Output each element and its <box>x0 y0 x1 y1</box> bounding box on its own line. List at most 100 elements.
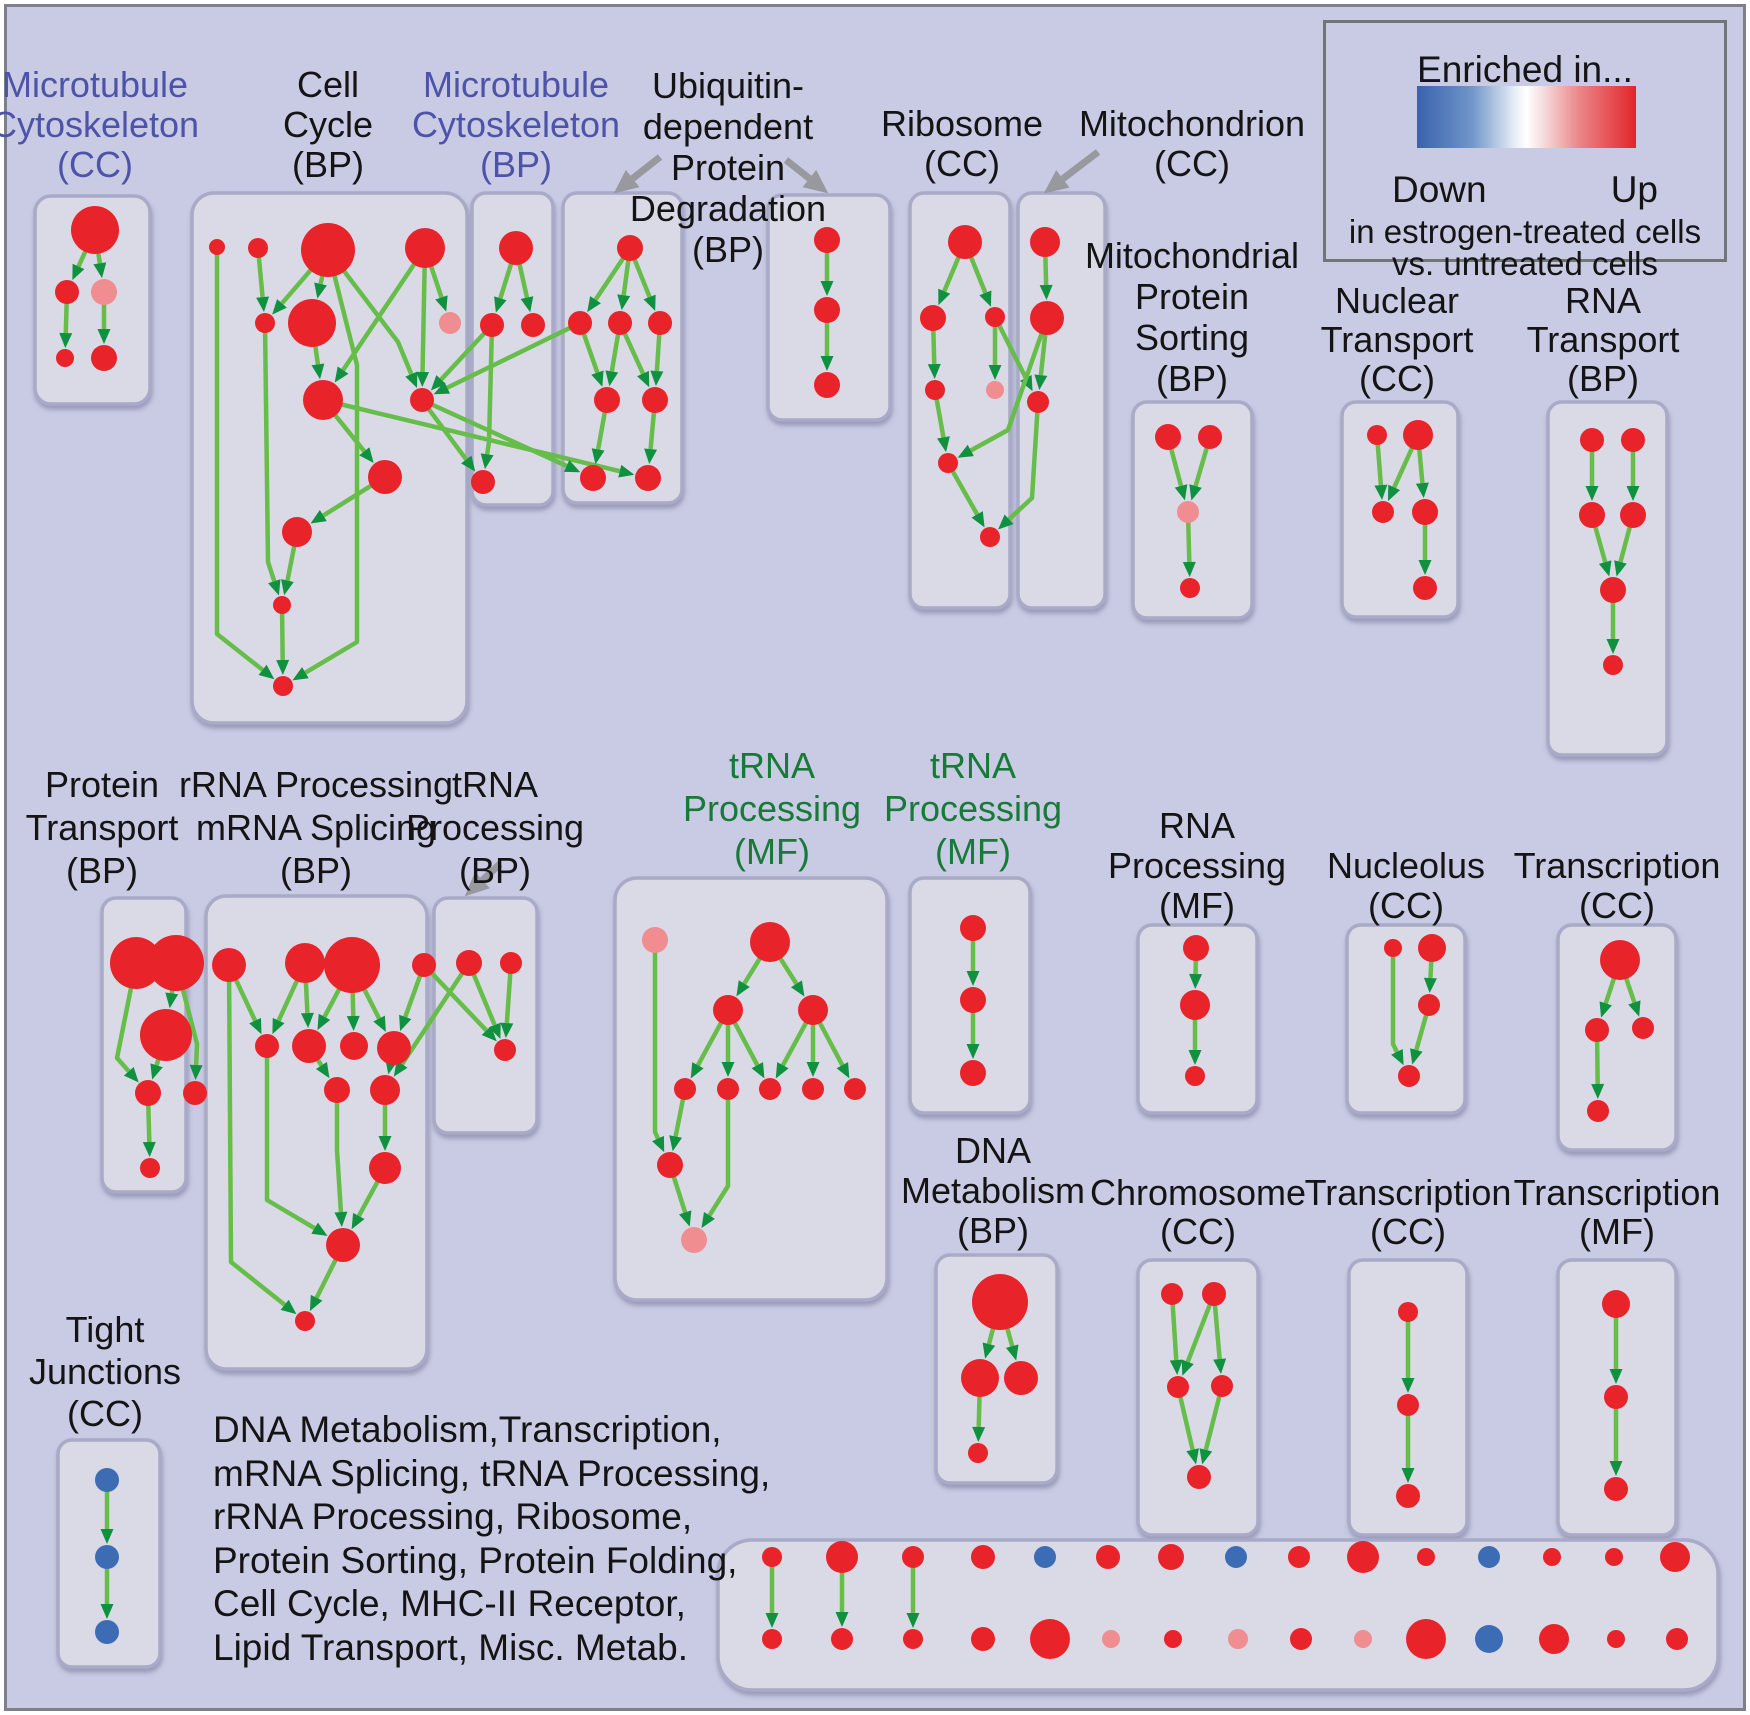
group-label-cell-cycle-bp: Cell <box>297 64 359 105</box>
edge-cc6-cc8-head <box>311 363 325 380</box>
go-term-node-w3 <box>1579 502 1605 528</box>
edge-cc12-cc13-head <box>281 579 294 596</box>
go-term-node-j1 <box>1384 939 1402 957</box>
group-label-tight-junctions-cc: Tight <box>66 1309 145 1350</box>
edge-o2-o3-head <box>1034 374 1048 391</box>
go-term-node-cc10 <box>368 460 402 494</box>
edge-g3-g6-head <box>721 1062 735 1077</box>
group-label-mitochondrial-protein-sorting-bp: Sorting <box>1135 317 1249 358</box>
group-box-chromosome-cc <box>1136 1258 1260 1537</box>
edge-o3-r7-head <box>998 514 1014 530</box>
group-label-microtubule-cytoskeleton-cc: Microtubule <box>2 64 188 105</box>
go-term-node-i3 <box>1185 1066 1205 1086</box>
edge-mc2-mc4-head <box>59 332 73 349</box>
go-term-node-d2 <box>961 1359 999 1397</box>
edge-j1-j4-head <box>1391 1048 1404 1066</box>
go-term-node-cc1 <box>209 239 225 255</box>
go-term-node-cc14 <box>273 676 293 696</box>
edge-r2-r4-head <box>927 363 941 380</box>
legend-subtitle-2: vs. untreated cells <box>1392 245 1658 282</box>
go-term-node-v1 <box>814 227 840 253</box>
edge-q10-q11-head <box>309 1294 323 1312</box>
edge-g4-g8-head <box>806 1062 820 1077</box>
legend-title: Enriched in... <box>1417 49 1633 90</box>
go-term-node-cc8 <box>303 380 343 420</box>
edge-u1-u4-head <box>643 294 656 311</box>
go-term-node-h2 <box>960 987 986 1013</box>
group-label-rrna-processing-mrna-splicing-bp: rRNA Processing <box>179 764 453 805</box>
edge-t1-q13 <box>400 961 471 1066</box>
go-term-node-tj2 <box>95 1545 119 1569</box>
edge-w1-w3-head <box>1585 486 1599 501</box>
go-term-node-cc12 <box>282 517 312 547</box>
edge-s1-s3-head <box>1174 484 1188 501</box>
go-term-node-i1 <box>1183 935 1209 961</box>
group-label-chromosome-cc: Chromosome <box>1090 1172 1306 1213</box>
group-box-nucleolus-cc <box>1345 923 1467 1115</box>
edge-i1-i2-head <box>1189 973 1203 990</box>
go-term-node-t2 <box>500 952 522 974</box>
label-pointer-arrow-0 <box>630 154 663 182</box>
go-term-node-tj1 <box>95 1468 119 1492</box>
annotation-line: mRNA Splicing, tRNA Processing, <box>213 1452 771 1494</box>
go-term-node-z2 <box>831 1628 853 1650</box>
group-label-rna-processing-mf: RNA <box>1159 805 1235 846</box>
go-term-node-z8 <box>1228 1629 1248 1649</box>
edge-e2-e3 <box>1185 1293 1217 1363</box>
go-term-node-cc6 <box>288 299 336 347</box>
go-term-node-f1 <box>1398 1302 1418 1322</box>
go-term-node-cc3 <box>301 223 355 277</box>
edge-e2-e3-head <box>1181 1359 1194 1376</box>
go-term-node-n5 <box>1413 576 1437 600</box>
go-term-node-j3 <box>1418 994 1440 1016</box>
edge-n1-n3-head <box>1374 484 1388 501</box>
go-term-node-r6 <box>938 453 958 473</box>
edge-g2-g4-head <box>790 980 805 997</box>
edge-mt1-mt2-head <box>494 296 507 313</box>
edge-mt2-cc9-head <box>430 375 446 391</box>
edge-k1-k2-head <box>1599 1001 1612 1018</box>
go-term-node-q13 <box>370 1075 400 1105</box>
edge-cc8-u8 <box>322 397 621 474</box>
go-term-node-d4 <box>968 1443 988 1463</box>
edge-cc3-cc9-head <box>405 371 418 388</box>
edge-tj1-tj2-head <box>100 1529 114 1544</box>
edge-j2-j3-head <box>1423 977 1437 994</box>
edge-q4-q8-head <box>399 1014 412 1032</box>
edge-p2-p5-head <box>189 1064 203 1081</box>
edge-cc4-cc8 <box>341 246 427 372</box>
edge-p3-p4-head <box>150 1063 163 1080</box>
group-label-mitochondrial-protein-sorting-bp: Protein <box>1135 276 1249 317</box>
group-label-nuclear-transport-cc: Nuclear <box>1335 280 1459 321</box>
go-term-node-mt4 <box>471 470 495 494</box>
group-label-cell-cycle-bp: (BP) <box>292 144 364 185</box>
edge-cc5-cc13 <box>262 322 277 582</box>
edge-l1-l2-head <box>1609 1369 1623 1384</box>
go-term-node-u1 <box>617 235 643 261</box>
legend-down-label: Down <box>1392 169 1487 210</box>
go-term-node-z3 <box>903 1629 923 1649</box>
go-term-node-j2 <box>1418 934 1446 962</box>
go-term-node-h1 <box>960 915 986 941</box>
edge-q12-q10 <box>334 1090 344 1213</box>
group-label-dna-metabolism-bp: Metabolism <box>901 1170 1085 1211</box>
go-term-node-a7 <box>1158 1544 1184 1570</box>
edge-w2-w4-head <box>1626 486 1640 501</box>
go-term-node-o1 <box>1030 227 1060 257</box>
edge-g3-g7-head <box>751 1062 765 1079</box>
group-label-trna-processing-mf-small: (MF) <box>935 831 1011 872</box>
edge-n2-n4-head <box>1415 482 1429 499</box>
edge-cc9-u7-head <box>563 460 581 473</box>
go-term-node-p4 <box>135 1080 161 1106</box>
edge-mt2-cc9 <box>439 323 494 382</box>
go-term-node-e4 <box>1211 1375 1233 1397</box>
go-term-node-q1 <box>212 948 246 982</box>
group-label-trna-processing-mf-large: (MF) <box>734 831 810 872</box>
go-term-node-r5 <box>986 381 1004 399</box>
go-term-node-cc7 <box>439 312 461 334</box>
edge-u3-u6-head <box>637 370 650 388</box>
edge-q1-q11-head <box>280 1299 297 1315</box>
go-term-node-r2 <box>920 305 946 331</box>
edge-q9-q10-head <box>351 1212 365 1230</box>
go-term-node-q3 <box>324 937 380 993</box>
